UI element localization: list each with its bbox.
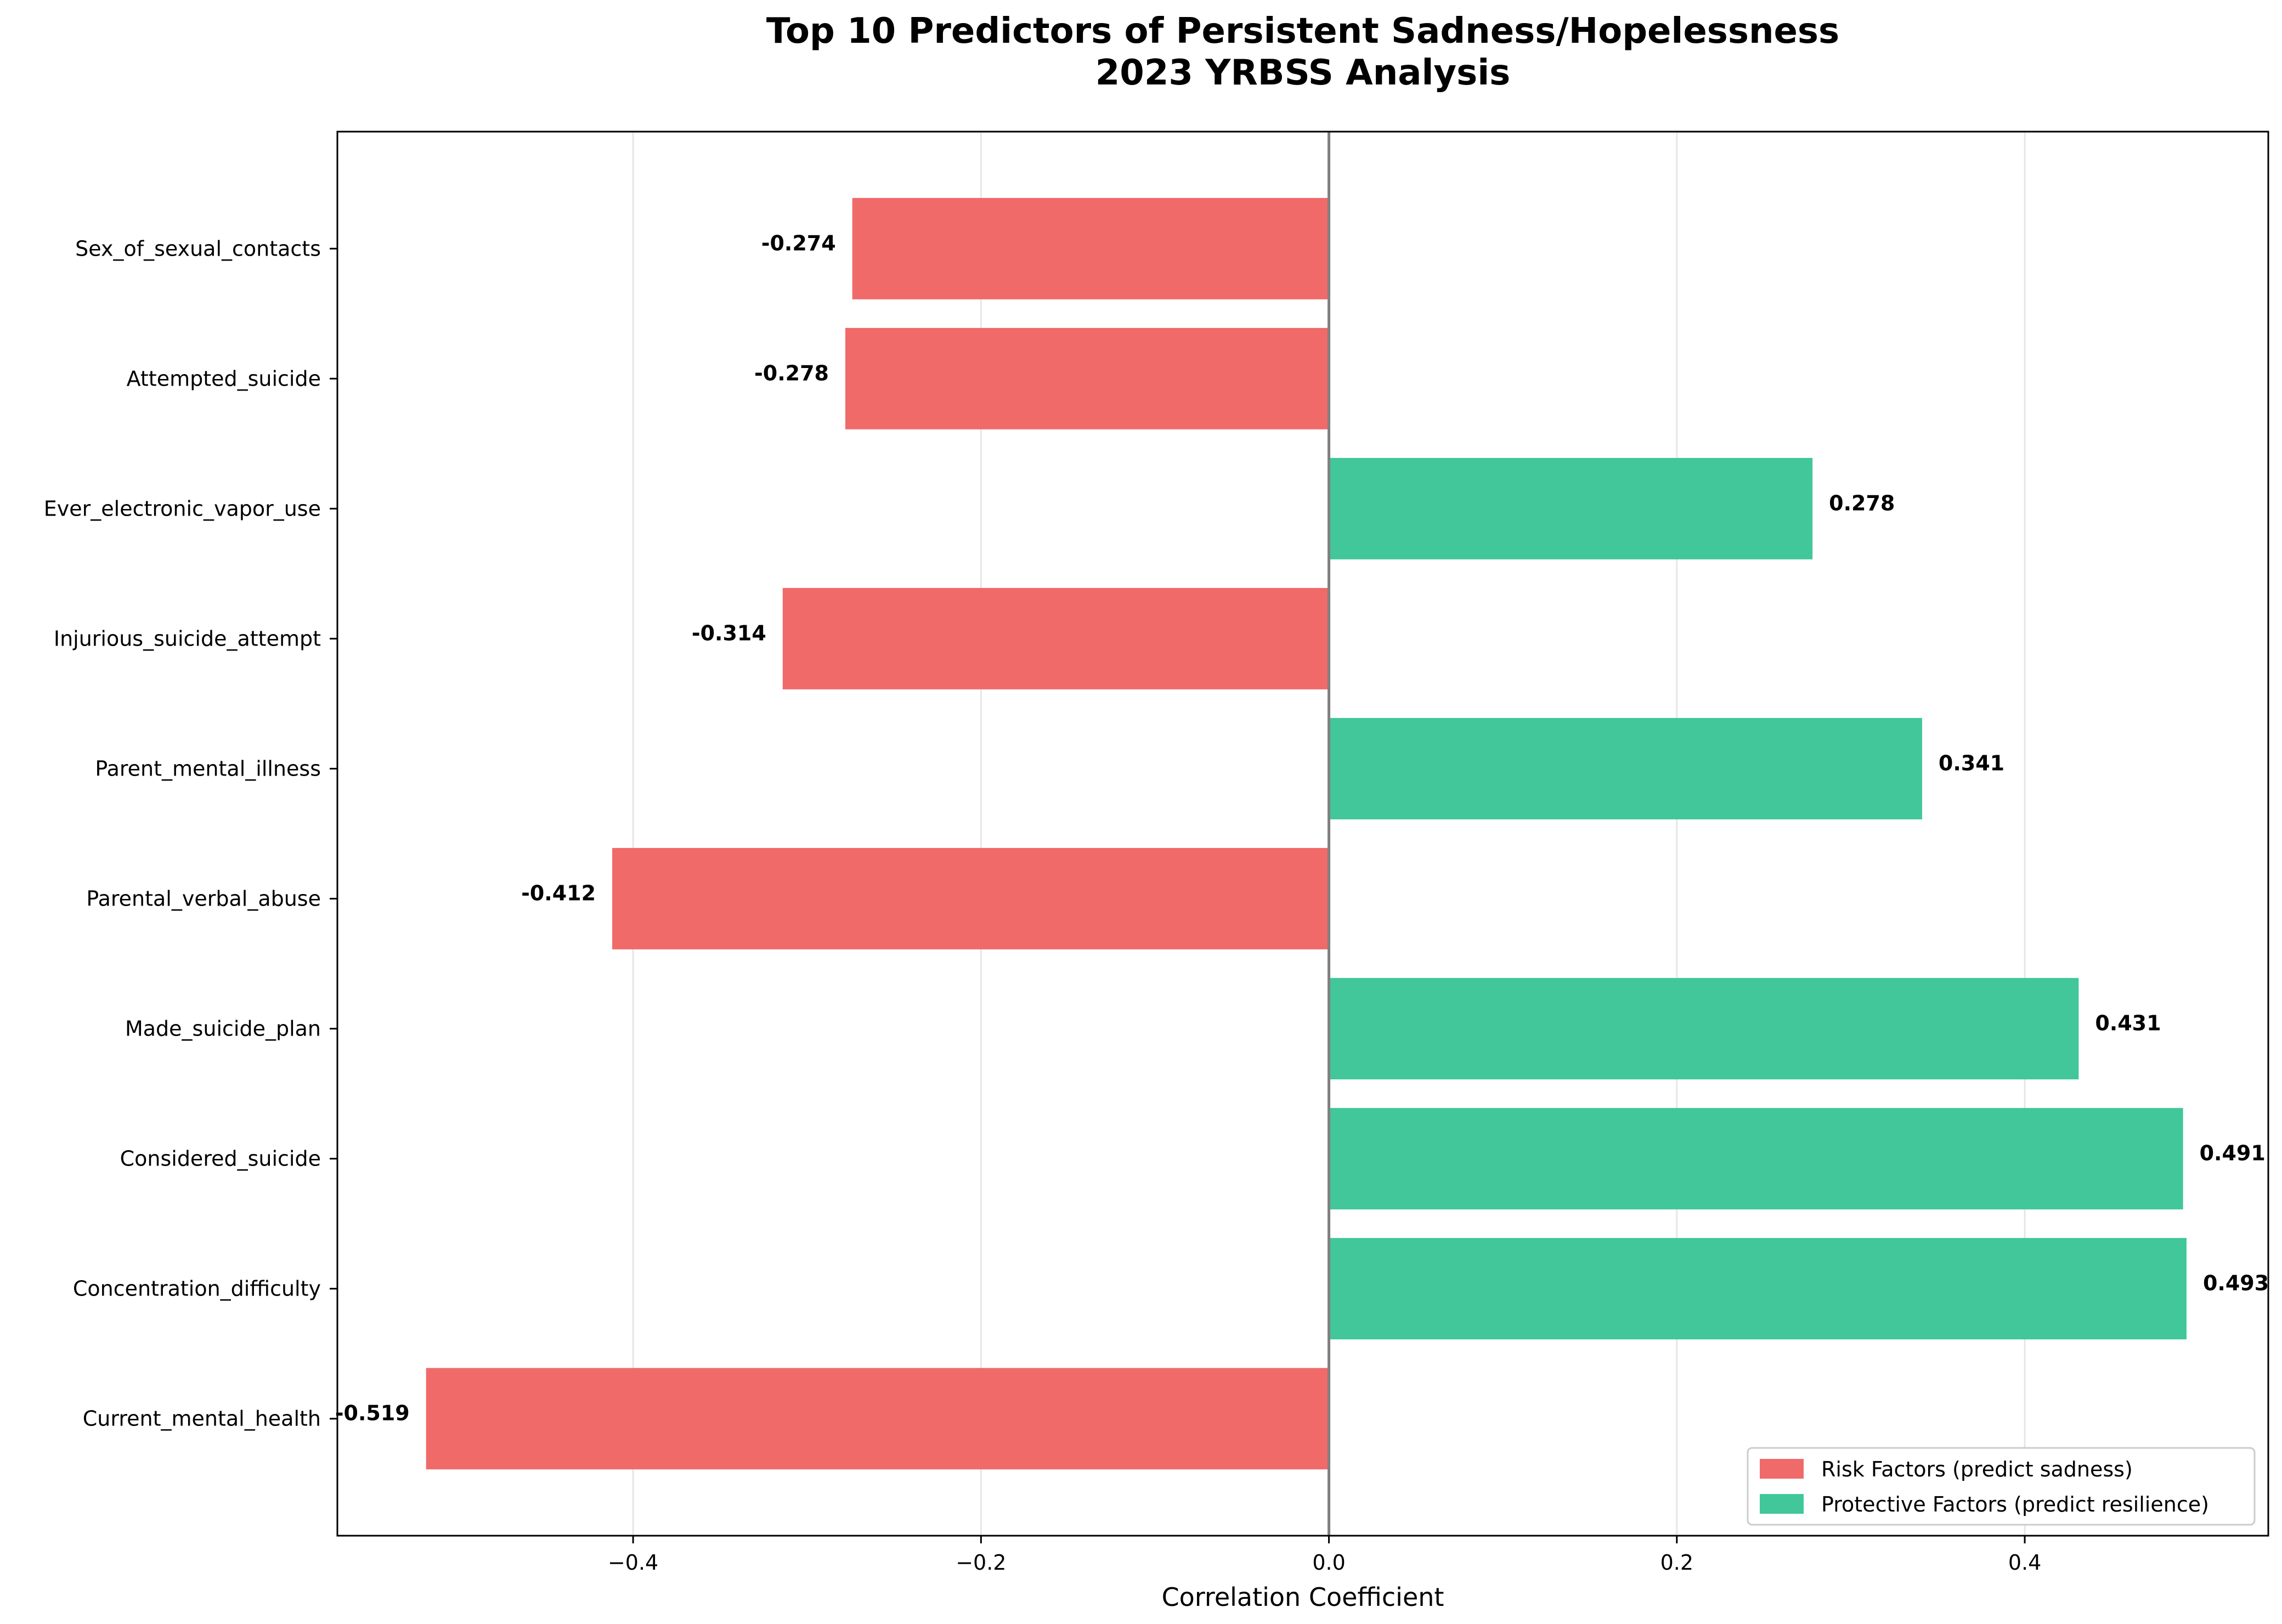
- x-tick-label: −0.4: [608, 1551, 658, 1575]
- x-tick-label: −0.2: [956, 1551, 1006, 1575]
- legend-label-protective: Protective Factors (predict resilience): [1821, 1492, 2209, 1517]
- data-label: 0.491: [2200, 1141, 2266, 1165]
- data-label: 0.278: [1829, 491, 1895, 515]
- y-tick-label: Considered_suicide: [120, 1147, 321, 1171]
- legend-swatch-protective: [1760, 1494, 1804, 1514]
- bar-sex-of-sexual-contacts: [852, 197, 1329, 299]
- data-label: -0.278: [754, 361, 829, 385]
- chart-title-line1: Top 10 Predictors of Persistent Sadness/…: [766, 11, 1839, 52]
- chart-title-line2: 2023 YRBSS Analysis: [1095, 53, 1510, 93]
- legend: Risk Factors (predict sadness) Protectiv…: [1747, 1447, 2256, 1526]
- y-tick-label: Attempted_suicide: [127, 366, 321, 391]
- x-axis: −0.4 −0.2 0.0 0.2 0.4: [608, 1536, 2041, 1575]
- x-tick-label: 0.2: [1660, 1551, 1693, 1575]
- x-tick-label: 0.4: [2008, 1551, 2041, 1575]
- y-tick-label: Injurious_suicide_attempt: [54, 626, 321, 650]
- y-tick-label: Parent_mental_illness: [95, 756, 321, 780]
- data-label: -0.314: [692, 621, 766, 645]
- bar-concentration-difficulty: [1329, 1238, 2187, 1340]
- y-tick-label: Parental_verbal_abuse: [86, 887, 321, 911]
- y-tick-label: Made_suicide_plan: [125, 1017, 321, 1041]
- bar-made-suicide-plan: [1329, 978, 2079, 1079]
- data-label: -0.412: [521, 881, 596, 906]
- y-axis: Sex_of_sexual_contacts Attempted_suicide E…: [44, 236, 337, 1431]
- legend-swatch-risk: [1760, 1459, 1804, 1479]
- y-tick-label: Current_mental_health: [83, 1407, 321, 1431]
- bar-parent-mental-illness: [1329, 718, 1922, 819]
- y-tick-label: Ever_electronic_vapor_use: [44, 496, 321, 520]
- y-tick-label: Concentration_difficulty: [73, 1277, 321, 1301]
- legend-label-risk: Risk Factors (predict sadness): [1821, 1457, 2133, 1481]
- bar-attempted-suicide: [845, 327, 1329, 429]
- x-axis-label: Correlation Coefficient: [1162, 1582, 1444, 1612]
- bar-injurious-suicide-attempt: [782, 588, 1329, 689]
- bar-considered-suicide: [1329, 1108, 2183, 1210]
- x-tick-label: 0.0: [1312, 1551, 1345, 1575]
- bars: [426, 197, 2187, 1470]
- bar-current-mental-health: [426, 1368, 1329, 1470]
- data-labels: -0.274 -0.278 0.278 -0.314 0.341 -0.412 0.431 0…: [335, 231, 2269, 1425]
- bar-parental-verbal-abuse: [612, 848, 1329, 949]
- y-tick-label: Sex_of_sexual_contacts: [75, 236, 321, 261]
- data-label: 0.431: [2095, 1011, 2161, 1035]
- data-label: -0.274: [761, 231, 836, 255]
- data-label: -0.519: [335, 1401, 410, 1425]
- legend-box: [1747, 1447, 2256, 1526]
- bar-ever-electronic-vapor-use: [1329, 457, 1813, 559]
- data-label: 0.341: [1939, 751, 2004, 775]
- data-label: 0.493: [2203, 1271, 2269, 1295]
- plot-frame: [336, 131, 2269, 1537]
